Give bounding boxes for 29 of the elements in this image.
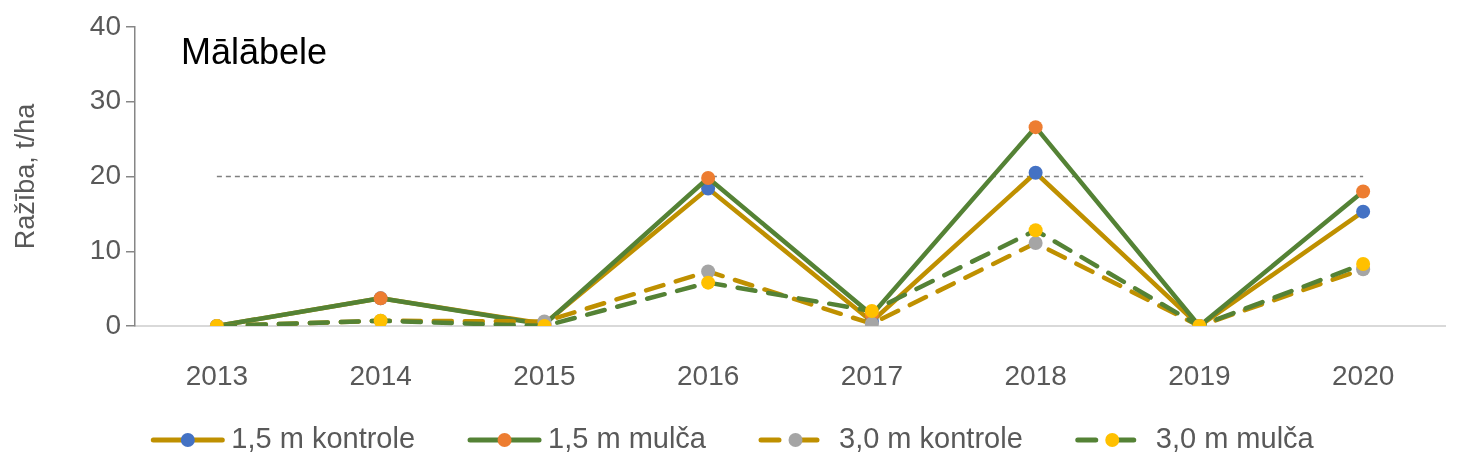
x-tick-label: 2017 bbox=[840, 359, 904, 391]
x-tick-label: 2019 bbox=[1168, 359, 1231, 391]
x-tick-label: 2016 bbox=[676, 359, 740, 391]
y-tick-label: 40 bbox=[89, 9, 121, 41]
point bbox=[701, 171, 716, 185]
point bbox=[1356, 204, 1371, 219]
point bbox=[1028, 223, 1043, 238]
point bbox=[1028, 165, 1043, 180]
point bbox=[701, 275, 716, 290]
legend-label: 1,5 m kontrole bbox=[231, 422, 416, 454]
point bbox=[1028, 236, 1043, 251]
point bbox=[1356, 184, 1371, 199]
y-tick-label: 0 bbox=[105, 308, 121, 340]
chart-title: Mālābele bbox=[181, 30, 328, 72]
y-tick-label: 10 bbox=[89, 233, 121, 265]
legend-label: 1,5 m mulča bbox=[548, 422, 707, 454]
point bbox=[701, 264, 716, 279]
point bbox=[1356, 256, 1371, 271]
y-tick-label: 30 bbox=[89, 84, 121, 116]
legend-label: 3,0 m kontrole bbox=[839, 422, 1023, 454]
x-tick-label: 2013 bbox=[185, 359, 249, 391]
y-axis-title: Ražība, t/ha bbox=[9, 102, 40, 250]
x-tick-label: 2020 bbox=[1331, 359, 1395, 391]
point bbox=[1028, 120, 1043, 135]
x-tick-label: 2014 bbox=[349, 359, 412, 391]
legend-label: 3,0 m mulča bbox=[1155, 422, 1315, 454]
x-tick-label: 2018 bbox=[1004, 359, 1067, 391]
x-tick-label: 2015 bbox=[513, 359, 576, 391]
y-tick-label: 20 bbox=[89, 159, 121, 191]
